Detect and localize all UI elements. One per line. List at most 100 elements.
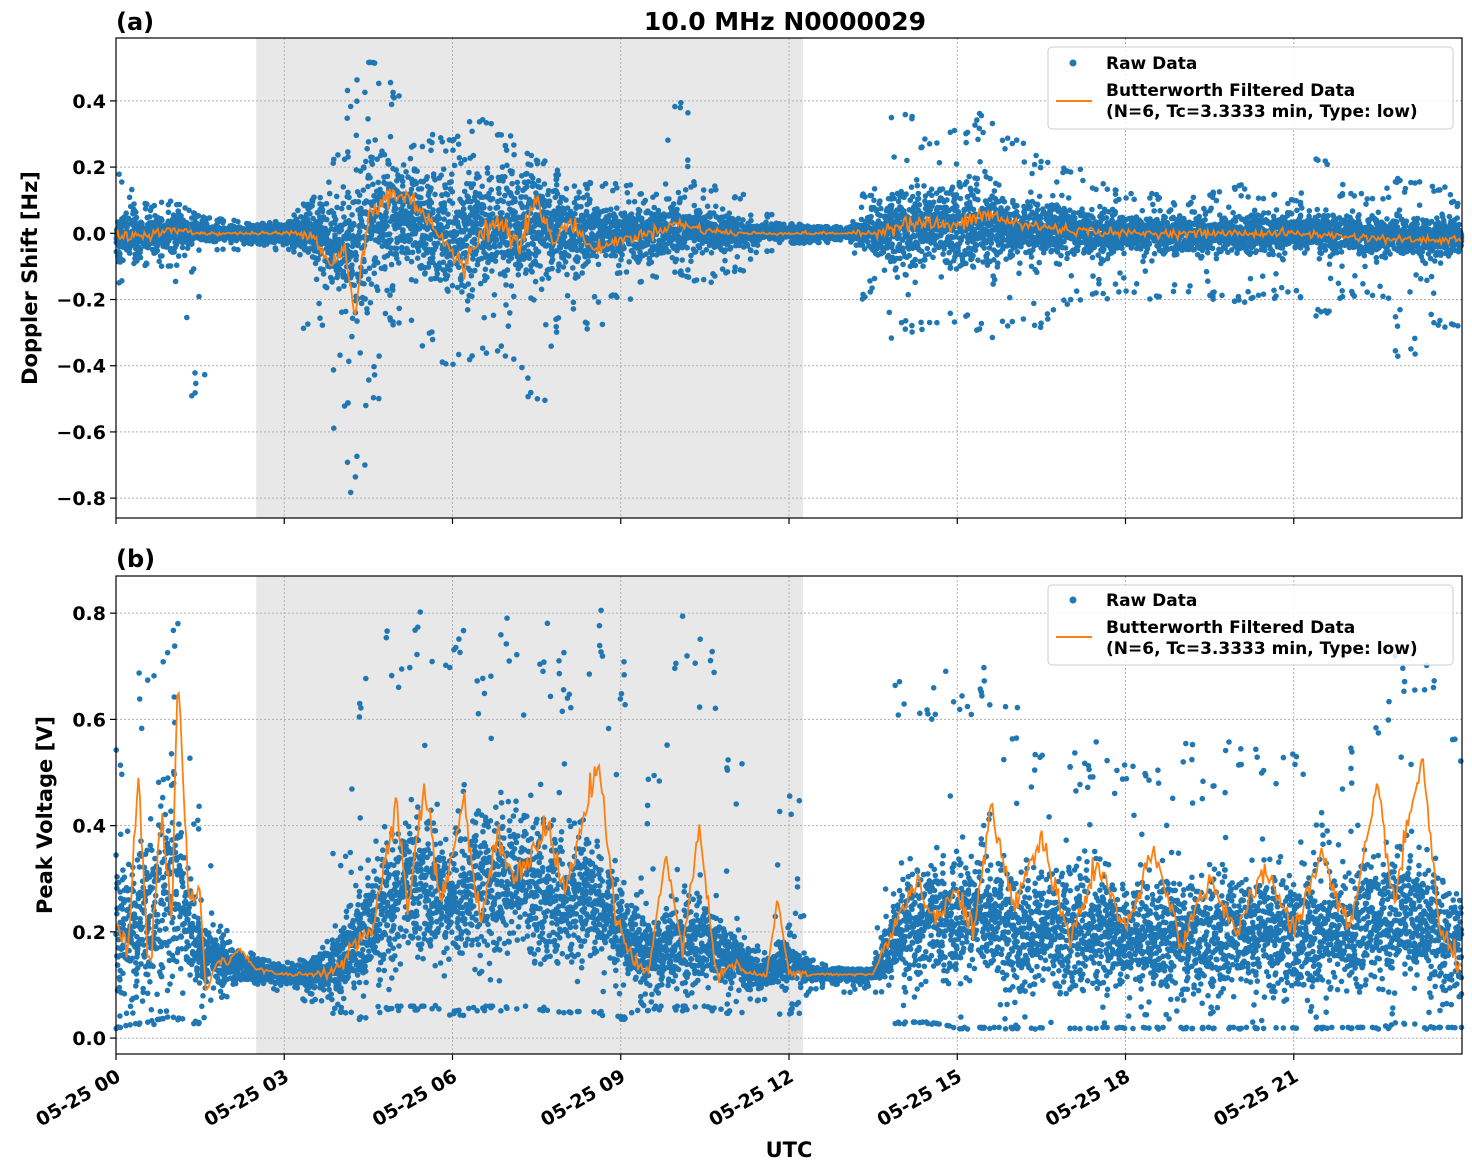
panel-a-raw-point [156,258,162,265]
panel-a-raw-point [137,254,144,261]
panel-a-raw-point [418,186,425,192]
panel-a-raw-point [442,184,449,191]
panel-a-raw-point [753,249,759,256]
panel-a-raw-point [192,370,198,376]
panel-a-raw-point [922,257,928,263]
panel-a-raw-point [507,310,513,316]
panel-a-raw-point [423,241,429,247]
panel-a-raw-point [471,236,478,243]
panel-a-raw-point [953,161,960,167]
panel-a-raw-point [449,282,456,289]
panel-a-raw-point [893,265,899,271]
panel-a-raw-point [748,217,754,224]
panel-a-raw-point [936,159,943,166]
panel-a-raw-point [675,189,682,196]
panel-a-raw-point [351,282,358,289]
panel-a-raw-point [703,247,710,253]
panel-a-raw-point [616,262,622,269]
panel-a-raw-point [619,252,625,258]
panel-a-raw-point [673,256,680,263]
panel-a-raw-point [681,194,688,200]
panel-a-raw-point [970,252,976,259]
panel-a-doppler: 0.40.20.0−0.2−0.4−0.6−0.8 (a) Doppler Sh… [18,8,1465,524]
panel-a-raw-point [123,210,129,216]
panel-a-raw-point [349,333,355,340]
panel-a-raw-point [491,292,498,298]
panel-a-raw-point [624,190,631,196]
panel-a-raw-point [470,181,477,187]
panel-a-raw-point [538,286,545,293]
panel-a-raw-point [944,197,950,203]
panel-a-raw-point [957,195,964,202]
panel-a-raw-point [595,261,602,268]
panel-a-raw-point [525,375,531,381]
panel-a-raw-point [496,190,502,197]
panel-a-raw-point [476,174,482,180]
panel-a-raw-point [504,162,510,169]
panel-a-raw-point [404,255,410,262]
panel-a-raw-point [354,77,360,83]
panel-a-raw-point [924,245,931,252]
panel-a-raw-point [345,189,351,196]
panel-a-raw-point [539,276,545,282]
panel-a-raw-point [346,204,352,211]
panel-a-raw-point [133,214,140,221]
panel-a-raw-point [484,165,491,171]
panel-a-raw-point [902,318,909,324]
panel-a-raw-point [894,274,901,281]
panel-a-raw-point [508,283,515,289]
panel-a-raw-point [570,306,577,312]
panel-a-raw-point [387,133,394,140]
panel-a-raw-point [363,158,369,165]
panel-a-raw-point [726,210,733,216]
panel-a-raw-point [537,263,543,269]
panel-a-raw-point [346,194,352,201]
panel-a-raw-point [930,254,936,261]
panel-a-raw-point [564,292,571,299]
panel-a-raw-point [685,163,691,170]
panel-a-raw-point [490,312,497,319]
panel-a-raw-point [326,190,333,197]
panel-a-raw-point [374,287,381,294]
panel-a-raw-point [754,242,761,248]
panel-a-raw-point [488,120,495,127]
panel-a-raw-point [492,258,499,264]
panel-a-raw-point [623,269,630,275]
panel-a-raw-point [905,291,911,298]
panel-a-raw-point [323,216,330,223]
panel-a-raw-point [563,185,570,192]
panel-a-raw-point [563,197,569,203]
panel-a-raw-point [120,257,126,264]
panel-a-raw-point [747,256,754,262]
panel-a-raw-point [165,209,172,216]
panel-a-raw-point [340,184,347,190]
panel-a-raw-point [545,275,552,281]
panel-a-raw-point [386,161,392,167]
panel-a-raw-point [413,278,419,284]
panel-a-raw-point [546,198,553,204]
panel-a-raw-point [297,251,303,258]
panel-a-raw-point [368,281,375,287]
panel-a-raw-point [740,217,746,223]
panel-a-raw-point [456,155,463,161]
panel-a-raw-point [548,343,554,350]
panel-a-raw-point [912,256,918,263]
panel-a-raw-point [549,256,556,263]
panel-a-raw-point [184,245,191,251]
panel-a-raw-point [915,195,922,202]
panel-a-raw-point [549,265,555,272]
panel-a-raw-point [614,205,620,211]
panel-a-raw-point [517,262,524,269]
panel-a-raw-point [928,192,935,199]
panel-a-raw-point [459,289,465,295]
panel-a-raw-point [365,116,371,122]
panel-a-raw-point [503,302,509,308]
panel-a-raw-point [571,183,578,189]
panel-a-raw-point [178,213,184,219]
panel-a-raw-point [579,270,585,276]
panel-a-raw-point [311,194,317,200]
panel-a-raw-point [341,283,347,289]
panel-a-raw-point [685,274,692,281]
panel-a-raw-point [435,240,441,247]
panel-a-raw-point [626,259,632,265]
